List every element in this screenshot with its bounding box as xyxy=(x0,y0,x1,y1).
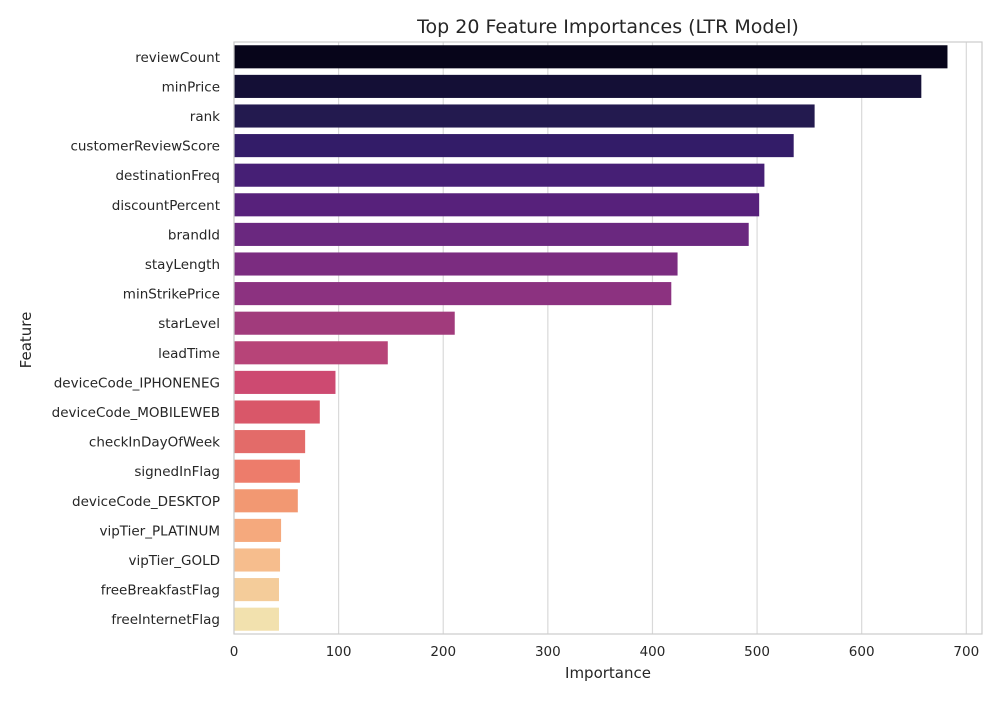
bar-minStrikePrice xyxy=(234,282,672,306)
y-tick-label: freeBreakfastFlag xyxy=(101,583,220,599)
x-axis-label: Importance xyxy=(565,664,651,682)
x-tick-label: 200 xyxy=(430,644,456,660)
y-tick-label: minPrice xyxy=(162,79,220,95)
y-tick-labels: reviewCount minPrice rank customerReviewSco… xyxy=(52,50,221,628)
bar-customerReviewScore xyxy=(234,134,794,158)
y-tick-label: checkInDayOfWeek xyxy=(89,435,220,451)
y-tick-label: leadTime xyxy=(158,346,220,362)
y-tick-label: minStrikePrice xyxy=(123,287,220,303)
bar-destinationFreq xyxy=(234,163,765,187)
x-tick-label: 500 xyxy=(744,644,770,660)
bar-freeBreakfastFlag xyxy=(234,578,279,602)
bar-deviceCode_DESKTOP xyxy=(234,489,298,513)
bar-deviceCode_MOBILEWEB xyxy=(234,400,320,424)
y-tick-label: brandId xyxy=(168,227,220,243)
x-tick-label: 700 xyxy=(953,644,979,660)
y-tick-label: discountPercent xyxy=(112,198,220,214)
x-tick-labels: 0 100 200 300 400 500 600 700 xyxy=(230,644,979,660)
y-tick-label: customerReviewScore xyxy=(70,139,220,155)
y-tick-label: deviceCode_IPHONENEG xyxy=(54,375,220,391)
bar-deviceCode_IPHONENEG xyxy=(234,370,336,394)
bar-signedInFlag xyxy=(234,459,300,483)
y-axis-label: Feature xyxy=(17,312,35,369)
x-tick-label: 400 xyxy=(640,644,666,660)
bars-layer xyxy=(234,45,948,631)
y-tick-label: reviewCount xyxy=(135,50,220,66)
bar-vipTier_GOLD xyxy=(234,548,281,572)
x-tick-label: 0 xyxy=(230,644,239,660)
x-tick-label: 100 xyxy=(326,644,352,660)
y-tick-label: starLevel xyxy=(158,316,220,332)
x-tick-label: 300 xyxy=(535,644,561,660)
y-tick-label: vipTier_PLATINUM xyxy=(99,523,220,539)
bar-vipTier_PLATINUM xyxy=(234,518,282,542)
y-tick-label: deviceCode_MOBILEWEB xyxy=(52,405,220,421)
y-tick-label: destinationFreq xyxy=(115,168,220,184)
bar-stayLength xyxy=(234,252,678,276)
y-tick-label: rank xyxy=(190,109,220,125)
y-tick-label: signedInFlag xyxy=(134,464,220,480)
bar-brandId xyxy=(234,222,749,246)
bar-starLevel xyxy=(234,311,455,335)
bar-leadTime xyxy=(234,341,388,365)
y-tick-label: stayLength xyxy=(145,257,220,273)
bar-rank xyxy=(234,104,815,128)
chart-title: Top 20 Feature Importances (LTR Model) xyxy=(416,16,799,38)
bar-minPrice xyxy=(234,74,922,98)
y-tick-label: vipTier_GOLD xyxy=(128,553,220,569)
x-tick-label: 600 xyxy=(849,644,875,660)
bar-checkInDayOfWeek xyxy=(234,430,306,454)
bar-discountPercent xyxy=(234,193,760,217)
grid-layer xyxy=(233,42,967,634)
bar-freeInternetFlag xyxy=(234,607,279,631)
y-tick-label: deviceCode_DESKTOP xyxy=(72,494,220,510)
y-tick-label: freeInternetFlag xyxy=(111,612,220,628)
plot-frame xyxy=(233,41,983,635)
bar-reviewCount xyxy=(234,45,948,69)
